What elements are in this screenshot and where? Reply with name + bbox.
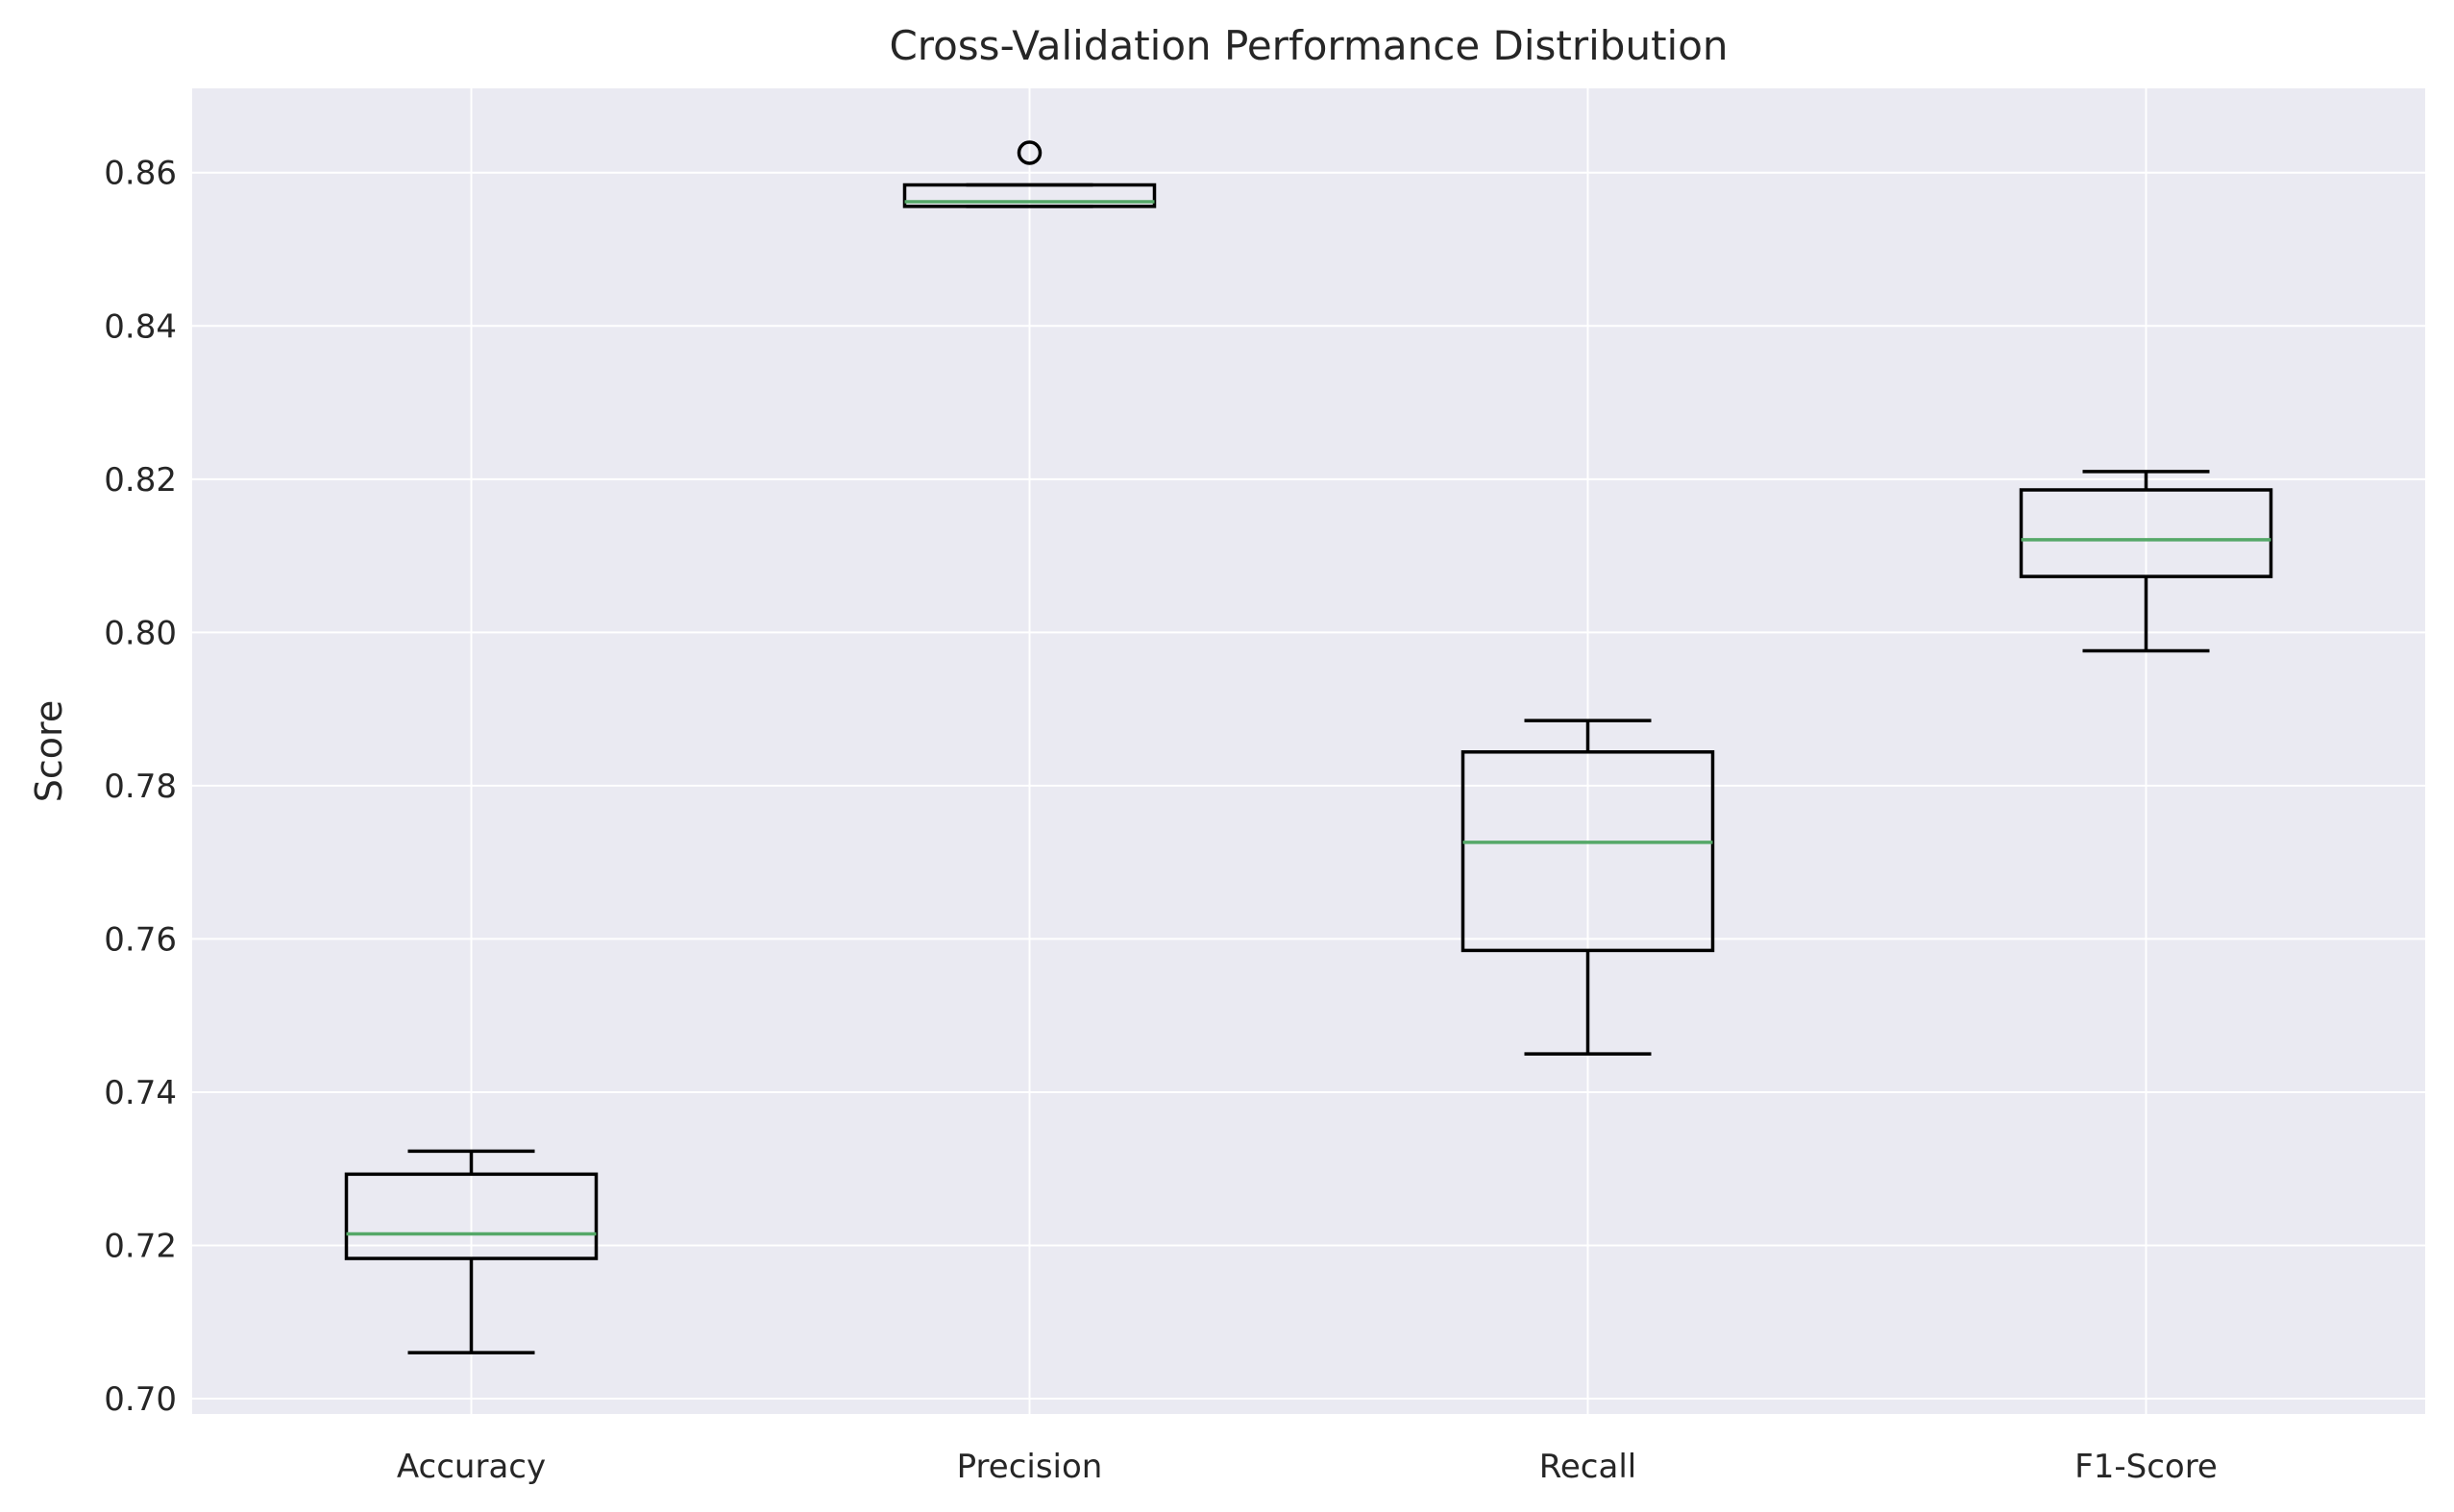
iqr-box bbox=[902, 183, 1157, 208]
y-tick-label: 0.84 bbox=[104, 307, 177, 346]
box-accuracy bbox=[344, 1149, 599, 1354]
box-series bbox=[344, 140, 2273, 1354]
x-tick-label: F1-Score bbox=[2074, 1448, 2218, 1486]
y-axis-label: Score bbox=[28, 700, 70, 802]
grid-lines bbox=[192, 88, 2425, 1414]
iqr-box bbox=[2019, 488, 2273, 578]
y-tick-label: 0.70 bbox=[104, 1380, 177, 1419]
box-recall bbox=[1460, 719, 1715, 1056]
x-axis-ticks: Accuracy Precision Recall F1-Score bbox=[397, 1448, 2218, 1486]
y-tick-label: 0.74 bbox=[104, 1074, 177, 1112]
y-tick-label: 0.82 bbox=[104, 461, 177, 500]
x-tick-label: Accuracy bbox=[397, 1448, 546, 1486]
y-tick-label: 0.76 bbox=[104, 920, 177, 959]
box-f1-score bbox=[2019, 470, 2273, 653]
outlier-point bbox=[1017, 140, 1043, 165]
iqr-box bbox=[1460, 750, 1715, 953]
y-tick-label: 0.86 bbox=[104, 155, 177, 193]
x-tick-label: Precision bbox=[957, 1448, 1103, 1486]
y-tick-label: 0.72 bbox=[104, 1228, 177, 1266]
y-tick-label: 0.78 bbox=[104, 768, 177, 806]
y-tick-label: 0.80 bbox=[104, 614, 177, 652]
x-tick-label: Recall bbox=[1539, 1448, 1636, 1486]
iqr-box bbox=[344, 1172, 599, 1260]
y-axis-ticks: 0.70 0.72 0.74 0.76 0.78 0.80 0.82 0.84 0.86 bbox=[104, 155, 177, 1419]
plot-background bbox=[192, 88, 2425, 1414]
box-precision bbox=[902, 140, 1157, 208]
chart-title: Cross-Validation Performance Distributio… bbox=[889, 22, 1728, 69]
